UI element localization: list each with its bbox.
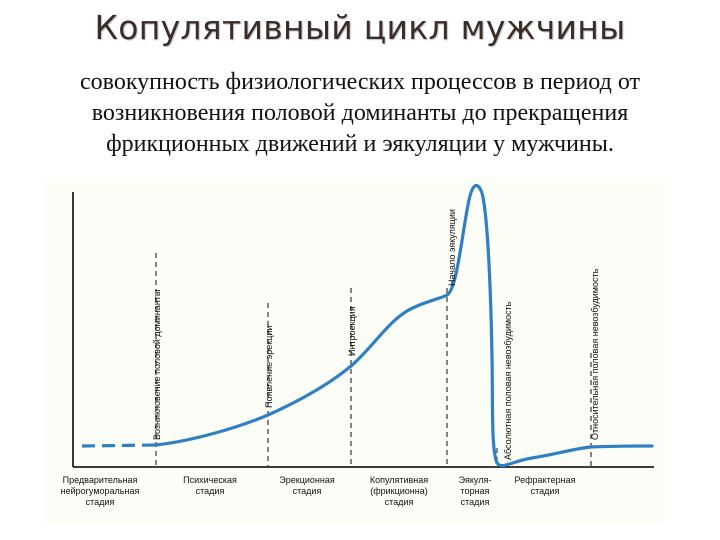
event-label-relative-refractory: Относительная половая невозбудимость — [590, 268, 600, 440]
stage-label-line: нейрогуморальная — [61, 486, 140, 496]
subtitle-line-3: фрикционных движений и эякуляции у мужчи… — [106, 131, 614, 157]
stage-label-copulative: Копулятивная (фрикционна) стадия — [370, 475, 428, 507]
diagram-svg: Возникновение половой доминанты Появлени… — [61, 184, 654, 507]
copulative-cycle-diagram: Возникновение половой доминанты Появлени… — [42, 178, 665, 524]
event-label-ejaculation-start: Начало эякуляции — [447, 209, 457, 286]
event-label-absolute-refractory: Абсолютная половая невозбудимость — [503, 301, 513, 460]
stage-label-ejaculatory: Эякуля- торная стадия — [459, 475, 492, 507]
subtitle-line-1: совокупность физиологических процессов в… — [80, 69, 640, 95]
stage-label-line: стадия — [86, 497, 115, 507]
stage-label-erection: Эрекционная стадия — [279, 475, 335, 496]
event-label-intromission: Интроекция — [347, 306, 357, 356]
stage-label-line: стадия — [293, 486, 322, 496]
stage-label-line: стадия — [461, 497, 490, 507]
stage-label-line: стадия — [196, 486, 225, 496]
stage-label-line: Психическая — [183, 475, 237, 485]
event-label-dominant: Возникновение половой доминанты — [152, 290, 162, 440]
stage-label-line: стадия — [385, 497, 414, 507]
stage-label-line: стадия — [531, 486, 560, 496]
page-title: Копулятивный цикл мужчины — [94, 8, 626, 47]
stage-label-line: Эякуля- — [459, 475, 492, 485]
stage-label-line: (фрикционна) — [370, 486, 428, 496]
stage-label-line: Предварительная — [63, 475, 138, 485]
stage-label-refractory: Рефрактерная стадия — [515, 475, 576, 496]
stage-label-psychic: Психическая стадия — [183, 475, 237, 496]
arousal-curve — [154, 184, 654, 468]
subtitle: совокупность физиологических процессов в… — [20, 67, 700, 160]
curve-preliminary-dashed — [81, 443, 157, 448]
stage-label-line: торная — [461, 486, 490, 496]
stage-label-line: Копулятивная — [370, 475, 428, 485]
stage-label-line: Эрекционная — [279, 475, 335, 485]
stage-label-preliminary: Предварительная нейрогуморальная стадия — [61, 475, 140, 507]
event-label-erection: Появление эрекции — [264, 326, 274, 408]
subtitle-line-2: возникновения половой доминанты до прекр… — [91, 100, 629, 126]
stage-label-line: Рефрактерная — [515, 475, 576, 485]
